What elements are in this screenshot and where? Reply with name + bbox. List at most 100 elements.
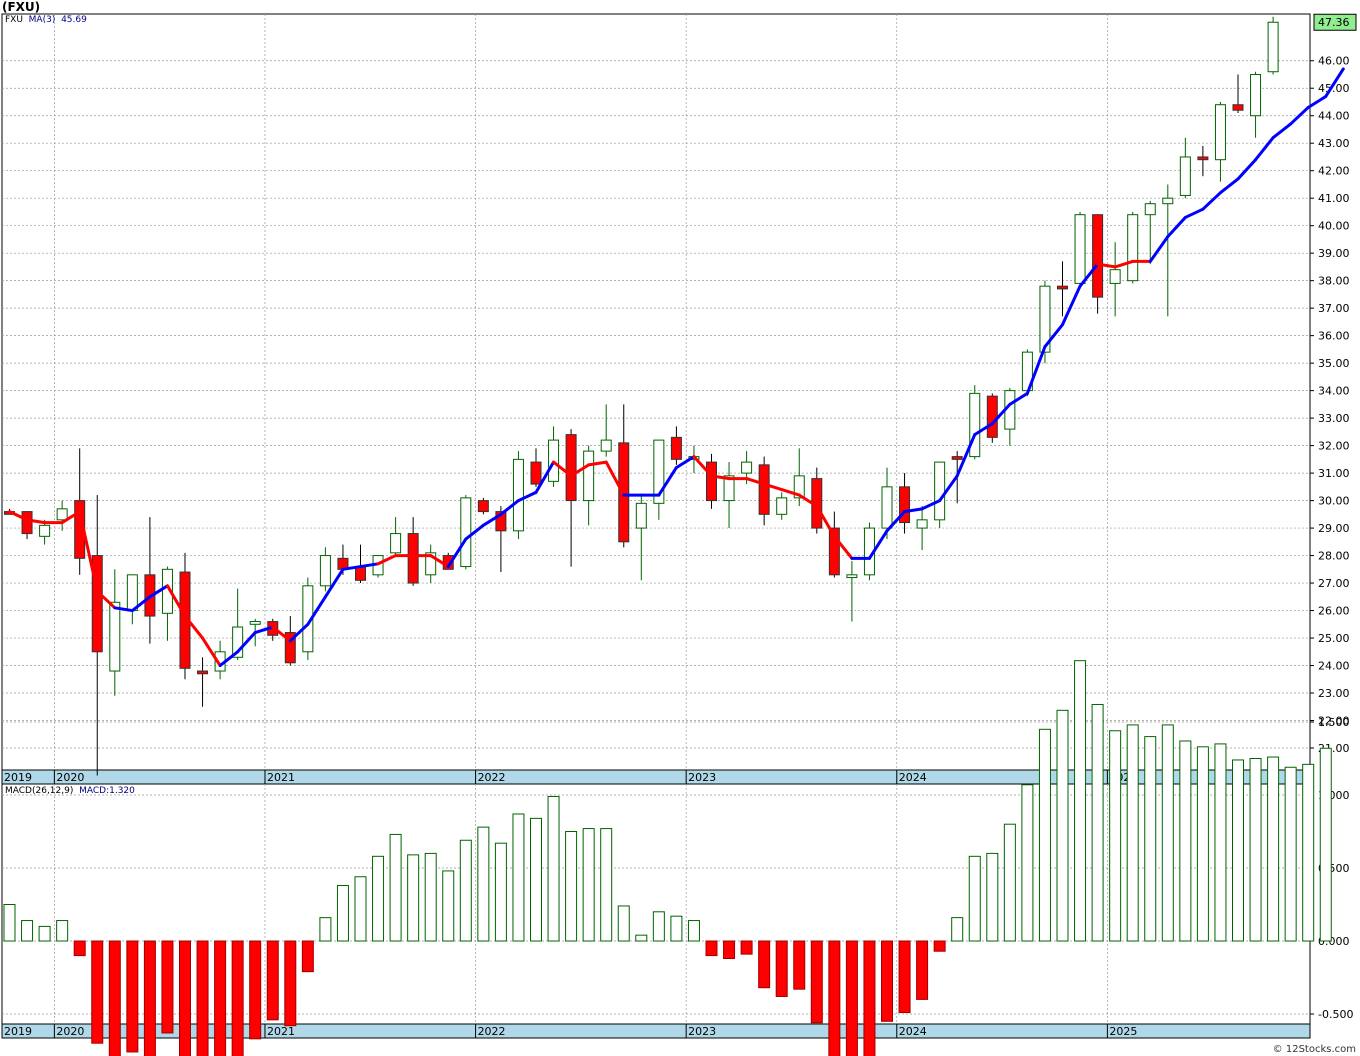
ma3-segment [990, 402, 1012, 426]
candle-body [583, 450, 595, 502]
year-label: 2019 [4, 1025, 32, 1038]
year-label: 2024 [899, 771, 927, 784]
price-tick-label: 30.00 [1318, 495, 1350, 508]
candle-up [881, 467, 893, 540]
candle-body [653, 439, 665, 504]
ma3-segment [938, 474, 959, 503]
candle-body [407, 533, 419, 584]
candle-down [530, 448, 542, 487]
macd-bar-positive [477, 826, 490, 942]
ma3-segment [95, 589, 117, 610]
candle-up [1267, 16, 1279, 75]
candle-up [1144, 200, 1156, 265]
candle-body [899, 486, 911, 524]
ma3-segment [183, 614, 205, 640]
ma3-segment [534, 460, 556, 494]
candle-down [477, 497, 489, 515]
ma3-segment [1061, 284, 1082, 327]
candle-up [653, 439, 665, 520]
candle-body [1127, 214, 1139, 282]
candle-up [600, 404, 612, 457]
ma3-segment [1043, 323, 1064, 349]
candle-body [1250, 73, 1262, 117]
macd-bar-negative [740, 940, 753, 955]
macd-bar-positive [1319, 747, 1332, 942]
candle-up [635, 495, 647, 581]
price-tick-label: 42.00 [1318, 165, 1350, 178]
candle-body [56, 508, 68, 521]
candle-down [758, 456, 770, 526]
macd-bar-positive [1214, 743, 1227, 942]
macd-bar-positive [1249, 758, 1262, 942]
macd-bar-negative [249, 940, 262, 1040]
price-tick-label: 25.00 [1318, 632, 1350, 645]
price-tick-label: 45.00 [1318, 82, 1350, 95]
ma3-segment [674, 455, 696, 470]
candle-body [126, 574, 138, 612]
price-legend: FXU MA(3) 45.69 [5, 15, 87, 25]
candle-body [530, 461, 542, 485]
ma3-segment [762, 482, 784, 492]
candle-down [91, 495, 103, 776]
ma3-segment [1148, 235, 1170, 263]
symbol-label: FXU [5, 15, 23, 25]
ma3-segment [780, 488, 801, 497]
price-tick-label: 28.00 [1318, 550, 1350, 563]
candle-up [460, 495, 472, 570]
macd-bar-negative [758, 940, 771, 989]
year-label: 2020 [56, 771, 84, 784]
ma3-segment [832, 534, 854, 560]
ma3-segment [253, 625, 275, 635]
macd-bar-positive [56, 920, 69, 942]
candle-up [161, 566, 173, 641]
candle-body [758, 464, 770, 515]
ma3-segment [587, 460, 608, 467]
macd-bar-positive [951, 917, 964, 942]
macd-bar-positive [494, 842, 507, 942]
ma3-segment [745, 477, 766, 486]
ma3-segment [236, 631, 257, 654]
candle-down [670, 426, 682, 465]
candle-body [670, 436, 682, 460]
candle-up [390, 517, 402, 556]
candle-body [161, 568, 173, 614]
price-tick-label: 44.00 [1318, 110, 1350, 123]
macd-bar-negative [301, 940, 314, 973]
ma3-segment [692, 455, 713, 478]
price-tick-label: 38.00 [1318, 275, 1350, 288]
price-tick-label: 43.00 [1318, 137, 1350, 150]
candle-up [916, 506, 928, 551]
year-label: 2020 [56, 1025, 84, 1038]
macd-bar-positive [1003, 823, 1016, 942]
ma3-segment [376, 554, 398, 566]
candle-body [249, 621, 261, 625]
ma3-segment [903, 507, 924, 514]
candle-body [1109, 269, 1121, 284]
ma3-segment [60, 510, 82, 525]
macd-bar-positive [687, 920, 700, 942]
macd-bar-negative [845, 940, 858, 1056]
macd-bar-positive [389, 833, 402, 942]
ma3-segment [25, 518, 47, 525]
candle-up [56, 500, 68, 531]
price-tick-label: 22.00 [1318, 715, 1350, 728]
macd-bar-negative [179, 940, 191, 1056]
macd-bar-positive [372, 855, 385, 942]
candle-body [1074, 214, 1086, 284]
candle-body [776, 497, 788, 515]
macd-bar-positive [38, 925, 51, 942]
candle-up [969, 385, 981, 460]
macd-bar-positive [1091, 703, 1104, 942]
year-label: 2021 [267, 1025, 295, 1038]
ma3-segment [1008, 391, 1029, 406]
candle-down [495, 506, 507, 573]
macd-bar-positive [1126, 724, 1139, 942]
ma3-segment [552, 460, 573, 478]
ma3-segment [710, 474, 731, 481]
candle-body [793, 475, 805, 499]
ma3-segment [1236, 158, 1258, 181]
ma3-segment [78, 510, 99, 593]
candle-body [390, 533, 402, 554]
year-label: 2025 [1109, 1025, 1137, 1038]
